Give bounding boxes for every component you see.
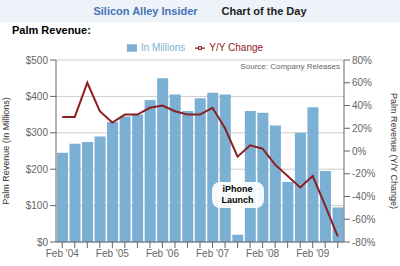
svg-text:80%: 80% — [352, 55, 372, 66]
html-text:Palm Revenue:: Palm Revenue: — [12, 24, 91, 36]
svg-text:Feb '05: Feb '05 — [96, 248, 129, 259]
svg-text:Feb '09: Feb '09 — [296, 248, 329, 259]
svg-text:$300: $300 — [26, 127, 49, 138]
svg-text:40%: 40% — [352, 100, 372, 111]
svg-text:$400: $400 — [26, 91, 49, 102]
svg-text:Feb '07: Feb '07 — [196, 248, 229, 259]
html-text:iPhone: iPhone — [222, 184, 253, 194]
svg-text:20%: 20% — [352, 123, 372, 134]
html-text:Silicon Alley Insider: Silicon Alley Insider — [93, 5, 198, 17]
svg-text:Feb '08: Feb '08 — [246, 248, 279, 259]
html-text:Launch: Launch — [221, 195, 254, 205]
svg-text:-40%: -40% — [352, 191, 375, 202]
html-text:In Millions: In Millions — [140, 42, 186, 53]
svg-text:Palm Revenue (Y/Y Change): Palm Revenue (Y/Y Change) — [389, 93, 392, 209]
svg-text:Feb '04: Feb '04 — [46, 248, 79, 259]
html-text:Source: Company Releases: Source: Company Releases — [240, 62, 340, 71]
svg-text:-60%: -60% — [352, 214, 375, 225]
html-text:Y/Y Change: Y/Y Change — [209, 42, 264, 53]
svg-text:$500: $500 — [26, 55, 49, 66]
svg-text:$200: $200 — [26, 164, 49, 175]
svg-text:$100: $100 — [26, 200, 49, 211]
svg-text:-80%: -80% — [352, 237, 375, 248]
svg-text:Palm Revenue (In Millions): Palm Revenue (In Millions) — [8, 97, 11, 205]
svg-text:60%: 60% — [352, 77, 372, 88]
svg-text:0%: 0% — [352, 146, 367, 157]
svg-text:Feb '06: Feb '06 — [146, 248, 179, 259]
svg-text:$0: $0 — [37, 237, 49, 248]
svg-text:-20%: -20% — [352, 168, 375, 179]
html-text:Chart of the Day: Chart of the Day — [221, 5, 307, 17]
